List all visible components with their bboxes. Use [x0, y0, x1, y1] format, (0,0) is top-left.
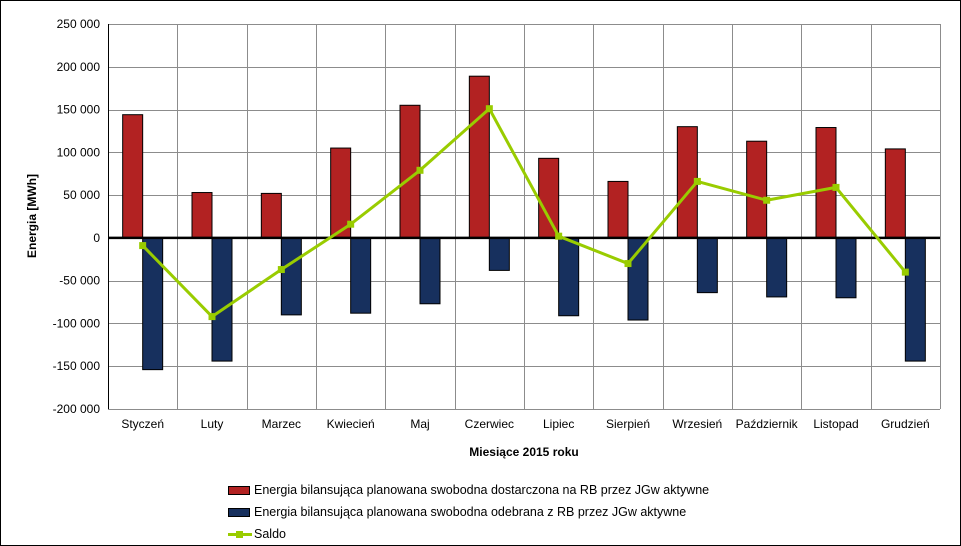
legend-item-delivered: Energia bilansująca planowana swobodna d…: [228, 479, 709, 501]
x-tick-labels: Styczeń Luty Marzec Kwiecień Maj Czerwiec Lipi…: [121, 417, 929, 431]
saldo-point: [416, 166, 424, 174]
x-tick-label: Lipiec: [543, 417, 574, 431]
y-axis-title: Energia [MWh]: [25, 174, 39, 258]
y-tick-label: 150 000: [57, 103, 101, 117]
y-tick-label: -50 000: [59, 274, 100, 288]
x-tick-label: Marzec: [262, 417, 301, 431]
bar-received: [558, 237, 580, 317]
bar-received: [904, 237, 926, 362]
legend-label-saldo: Saldo: [254, 527, 286, 541]
bar-delivered: [122, 114, 144, 239]
x-tick-label: Październik: [736, 417, 799, 431]
bar-received: [696, 237, 718, 294]
x-tick-label: Listopad: [813, 417, 858, 431]
legend-swatch-delivered: [228, 485, 250, 495]
x-tick-label: Luty: [201, 417, 224, 431]
legend-item-saldo: Saldo: [228, 523, 709, 545]
y-tick-label: 200 000: [57, 60, 101, 74]
bar-delivered: [746, 140, 768, 239]
legend-label-delivered: Energia bilansująca planowana swobodna d…: [254, 483, 710, 497]
x-tick-label: Grudzień: [881, 417, 930, 431]
bar-received: [835, 237, 857, 299]
y-tick-label: -100 000: [53, 316, 101, 330]
bar-delivered: [260, 192, 282, 239]
legend-swatch-received: [228, 507, 250, 517]
bar-received: [280, 237, 302, 316]
x-tick-label: Sierpień: [606, 417, 650, 431]
saldo-line-path: [141, 107, 907, 319]
saldo-point: [763, 196, 771, 204]
y-tick-labels: 250 000 200 000 150 000 100 000 50 000 0 -50 0…: [53, 17, 101, 416]
saldo-point: [347, 220, 355, 228]
legend-label-received: Energia bilansująca planowana swobodna o…: [254, 505, 687, 519]
bar-delivered: [884, 148, 906, 239]
y-tick-label: -200 000: [53, 402, 101, 416]
x-tick-label: Kwiecień: [327, 417, 375, 431]
bar-received: [488, 237, 510, 271]
y-tick-label: 250 000: [57, 17, 101, 31]
y-tick-label: -150 000: [53, 359, 101, 373]
bar-received: [766, 237, 788, 298]
y-tick-label: 50 000: [63, 188, 100, 202]
bar-received: [419, 237, 441, 305]
saldo-point: [139, 242, 147, 250]
saldo-point: [624, 260, 632, 268]
bar-delivered: [191, 192, 213, 239]
x-tick-label: Styczeń: [121, 417, 164, 431]
bar-delivered: [607, 180, 629, 239]
bars: [122, 75, 926, 371]
legend-item-received: Energia bilansująca planowana swobodna o…: [228, 501, 709, 523]
y-tick-label: 100 000: [57, 145, 101, 159]
saldo-point: [901, 268, 909, 276]
saldo-point: [277, 266, 285, 274]
x-tick-label: Wrzesień: [672, 417, 722, 431]
saldo-point: [485, 105, 493, 113]
saldo-point: [555, 232, 563, 240]
legend-swatch-saldo: [228, 530, 252, 539]
x-tick-label: Maj: [410, 417, 429, 431]
x-tick-label: Czerwiec: [465, 417, 514, 431]
saldo-point: [693, 177, 701, 185]
grid: [108, 24, 941, 410]
saldo-line: [139, 105, 909, 321]
saldo-point: [208, 313, 216, 321]
x-axis-title: Miesiące 2015 roku: [469, 445, 578, 459]
legend: Energia bilansująca planowana swobodna d…: [228, 479, 709, 545]
bar-delivered: [538, 157, 560, 239]
bar-delivered: [815, 127, 837, 239]
saldo-point: [832, 183, 840, 191]
bar-received: [350, 237, 372, 314]
bar-received: [211, 237, 233, 362]
bar-delivered: [468, 75, 490, 239]
y-tick-label: 0: [93, 231, 100, 245]
